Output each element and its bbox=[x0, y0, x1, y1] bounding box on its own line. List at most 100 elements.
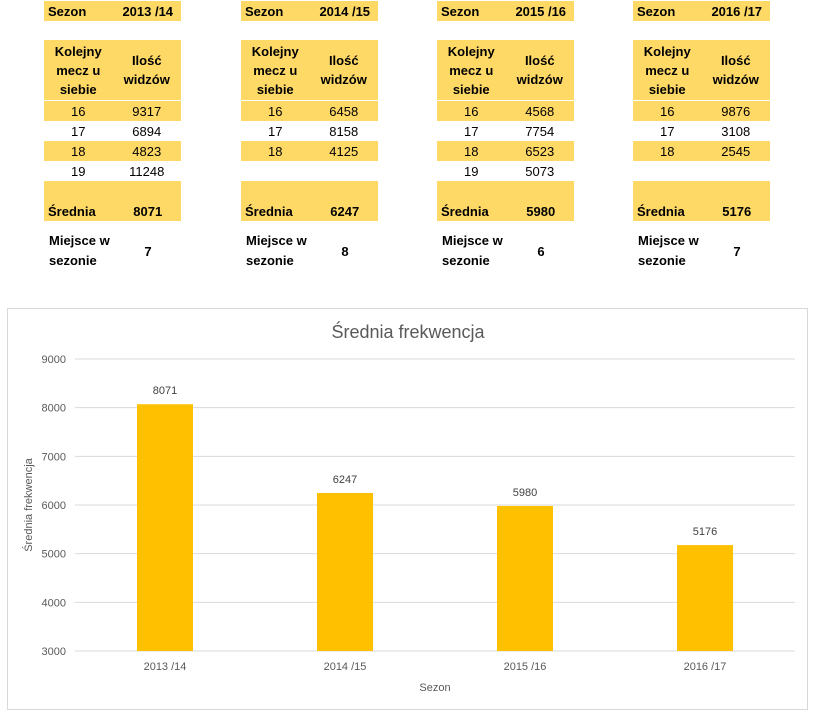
chart-title: Średnia frekwencja bbox=[331, 321, 485, 342]
match-number: 18 bbox=[660, 143, 675, 159]
bar bbox=[497, 505, 553, 651]
table-row: 18 4823 bbox=[44, 141, 181, 161]
x-tick-label: 2014 /15 bbox=[324, 661, 367, 673]
season-label: Sezon bbox=[637, 3, 676, 19]
column-header: Kolejny mecz u siebie Ilość widzów bbox=[241, 40, 378, 100]
data-label: 8071 bbox=[153, 385, 177, 397]
x-tick-label: 2013 /14 bbox=[144, 661, 187, 673]
average-row: Średnia 8071 bbox=[44, 181, 181, 221]
table-row: 16 9317 bbox=[44, 101, 181, 121]
season-label: Sezon bbox=[441, 3, 480, 19]
average-label: Średnia bbox=[48, 204, 96, 219]
place-value: 7 bbox=[733, 243, 741, 259]
match-number: 17 bbox=[464, 123, 479, 139]
average-row: Średnia 5980 bbox=[437, 181, 574, 221]
table-row: 18 2545 bbox=[633, 141, 770, 161]
season-label: Sezon bbox=[245, 3, 284, 19]
season-label: Sezon bbox=[48, 3, 87, 19]
viewers-count: 4125 bbox=[329, 143, 359, 159]
average-value: 6247 bbox=[330, 204, 360, 219]
table-row: 16 6458 bbox=[241, 101, 378, 121]
y-tick-label: 4000 bbox=[42, 597, 66, 609]
viewers-count: 6523 bbox=[525, 143, 555, 159]
column-header-viewers: Ilość widzów bbox=[320, 53, 367, 87]
match-number: 19 bbox=[71, 163, 86, 179]
table-row: 17 3108 bbox=[633, 121, 770, 141]
y-axis-title: Średnia frekwencja bbox=[22, 457, 35, 551]
column-header-viewers: Ilość widzów bbox=[516, 53, 563, 87]
place-label: Miejsce w sezonie bbox=[49, 233, 110, 268]
y-tick-label: 9000 bbox=[42, 354, 66, 366]
place-label: Miejsce w sezonie bbox=[246, 233, 307, 268]
column-header: Kolejny mecz u siebie Ilość widzów bbox=[44, 40, 181, 100]
y-tick-label: 7000 bbox=[42, 451, 66, 463]
average-row: Średnia 6247 bbox=[241, 181, 378, 221]
match-number: 17 bbox=[71, 123, 86, 139]
match-number: 17 bbox=[660, 123, 675, 139]
table-row: 16 9876 bbox=[633, 101, 770, 121]
average-label: Średnia bbox=[245, 204, 293, 219]
match-number: 16 bbox=[660, 103, 675, 119]
match-number: 16 bbox=[71, 103, 86, 119]
match-number: 16 bbox=[464, 103, 479, 119]
table-row: 17 6894 bbox=[44, 121, 181, 141]
viewers-count: 4823 bbox=[132, 143, 162, 159]
match-number: 18 bbox=[268, 143, 283, 159]
match-number: 19 bbox=[464, 163, 479, 179]
place-row: Miejsce w sezonie 7 bbox=[633, 231, 770, 271]
chart-container: Średnia frekwencja 3000 4000 5000 6000 7000 80… bbox=[7, 308, 808, 710]
column-header-viewers: Ilość widzów bbox=[712, 53, 759, 87]
season-header: Sezon 2013 /14 bbox=[44, 1, 181, 21]
viewers-count: 3108 bbox=[721, 123, 751, 139]
place-label: Miejsce w sezonie bbox=[442, 233, 503, 268]
place-value: 6 bbox=[537, 243, 545, 259]
bar bbox=[137, 404, 193, 651]
average-label: Średnia bbox=[441, 204, 489, 219]
y-tick-label: 8000 bbox=[42, 403, 66, 415]
match-number: 17 bbox=[268, 123, 283, 139]
match-number: 18 bbox=[464, 143, 479, 159]
place-row: Miejsce w sezonie 7 bbox=[44, 231, 181, 271]
column-header: Kolejny mecz u siebie Ilość widzów bbox=[633, 40, 770, 100]
viewers-count: 8158 bbox=[329, 123, 359, 139]
column-header-match: Kolejny mecz u siebie bbox=[643, 43, 691, 97]
viewers-count: 11248 bbox=[129, 163, 165, 179]
place-label: Miejsce w sezonie bbox=[638, 233, 699, 268]
column-header-match: Kolejny mecz u siebie bbox=[54, 43, 102, 97]
season-value: 2016 /17 bbox=[711, 3, 763, 19]
table-row: 17 7754 bbox=[437, 121, 574, 141]
table-row: 16 4568 bbox=[437, 101, 574, 121]
table-row: 17 8158 bbox=[241, 121, 378, 141]
viewers-count: 6894 bbox=[132, 123, 162, 139]
average-value: 5176 bbox=[722, 204, 752, 219]
viewers-count: 7754 bbox=[525, 123, 555, 139]
data-label: 6247 bbox=[333, 474, 357, 486]
average-row: Średnia 5176 bbox=[633, 181, 770, 221]
y-tick-label: 5000 bbox=[42, 549, 66, 561]
viewers-count: 2545 bbox=[721, 143, 751, 159]
column-header: Kolejny mecz u siebie Ilość widzów bbox=[437, 40, 574, 100]
column-header-match: Kolejny mecz u siebie bbox=[447, 43, 495, 97]
average-value: 5980 bbox=[526, 204, 556, 219]
place-value: 8 bbox=[341, 243, 349, 259]
x-axis-title: Sezon bbox=[419, 682, 450, 694]
table-row: 19 5073 bbox=[437, 161, 574, 181]
season-header: Sezon 2016 /17 bbox=[633, 1, 770, 21]
average-value: 8071 bbox=[133, 204, 163, 219]
viewers-count: 6458 bbox=[329, 103, 359, 119]
y-tick-label: 3000 bbox=[42, 646, 66, 658]
place-row: Miejsce w sezonie 6 bbox=[437, 231, 574, 271]
season-value: 2013 /14 bbox=[122, 3, 174, 19]
viewers-count: 5073 bbox=[525, 163, 555, 179]
match-number: 18 bbox=[71, 143, 86, 159]
x-tick-label: 2015 /16 bbox=[504, 661, 547, 673]
y-tick-label: 6000 bbox=[42, 500, 66, 512]
data-label: 5176 bbox=[693, 526, 717, 538]
average-label: Średnia bbox=[637, 204, 685, 219]
table-row: 18 4125 bbox=[241, 141, 378, 161]
bar bbox=[317, 492, 373, 651]
table-row: 18 6523 bbox=[437, 141, 574, 161]
season-value: 2014 /15 bbox=[319, 3, 371, 19]
attendance-chart: Średnia frekwencja 3000 4000 5000 6000 7000 80… bbox=[22, 321, 795, 694]
season-header: Sezon 2015 /16 bbox=[437, 1, 574, 21]
